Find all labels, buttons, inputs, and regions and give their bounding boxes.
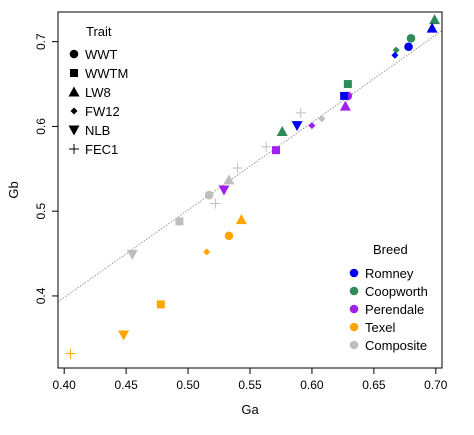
point-perendale-lw8 (339, 100, 351, 111)
trait-legend-marker-fw12 (70, 107, 78, 115)
trait-legend-marker-wwtm (70, 69, 78, 77)
breed-legend: Breed Romney Coopworth Perendale Texel Compo… (349, 242, 428, 353)
point-composite-fec1 (210, 198, 221, 209)
point-romney-wwt (404, 42, 413, 52)
point-composite-fw12 (318, 115, 326, 123)
point-texel-fec1 (65, 348, 76, 359)
breed-legend-label: Perendale (365, 302, 424, 317)
point-texel-wwtm (156, 300, 165, 309)
point-composite-lw8 (223, 174, 235, 185)
y-axis: 0.4 0.5 0.6 0.7 (34, 33, 58, 304)
x-tick-label: 0.55 (238, 378, 262, 392)
point-perendale-fw12 (308, 122, 316, 130)
point-perendale-wwtm (272, 146, 281, 155)
breed-legend-label: Romney (365, 266, 414, 281)
trait-legend-title: Trait (86, 24, 112, 39)
point-coopworth-fw12 (392, 46, 400, 54)
point-coopworth-wwtm (343, 80, 352, 89)
breed-legend-label: Texel (365, 320, 395, 335)
point-texel-nlb (118, 330, 130, 341)
trait-legend-label: WWT (85, 47, 118, 62)
trait-legend-label: FEC1 (85, 142, 118, 157)
breed-legend-marker-composite (349, 340, 359, 350)
point-composite-nlb (126, 249, 138, 260)
y-tick-label: 0.7 (34, 33, 48, 50)
reference-line (57, 30, 443, 303)
point-texel-fw12 (203, 248, 211, 256)
breed-legend-marker-perendale (349, 304, 359, 314)
point-composite-fec1 (232, 162, 243, 173)
breed-legend-marker-texel (349, 322, 359, 332)
x-tick-label: 0.70 (424, 378, 448, 392)
x-tick-label: 0.65 (362, 378, 386, 392)
trait-legend-marker-fec1 (69, 144, 79, 154)
y-axis-label: Gb (6, 181, 21, 198)
data-points-layer (65, 14, 441, 359)
trait-legend: Trait WWT WWTM LW8 FW12 NLB FEC1 (68, 24, 128, 157)
x-tick-label: 0.60 (300, 378, 324, 392)
breed-legend-title: Breed (373, 242, 408, 257)
trait-legend-label: WWTM (85, 66, 128, 81)
breed-legend-label: Coopworth (365, 284, 428, 299)
trait-legend-marker-nlb (68, 125, 80, 136)
point-composite-wwt (204, 190, 214, 200)
point-romney-wwtm (340, 91, 349, 100)
point-coopworth-lw8 (429, 14, 441, 25)
point-composite-fec1 (261, 141, 272, 152)
breed-legend-marker-romney (349, 268, 359, 278)
x-tick-label: 0.40 (53, 378, 77, 392)
trait-legend-label: LW8 (85, 85, 111, 100)
trait-legend-label: FW12 (85, 104, 120, 119)
breed-legend-marker-coopworth (349, 286, 359, 296)
x-axis-label: Ga (241, 402, 259, 417)
point-perendale-nlb (218, 185, 230, 196)
point-coopworth-wwt (406, 33, 416, 43)
point-composite-wwtm (175, 217, 184, 226)
point-romney-fw12 (391, 51, 399, 59)
trait-legend-marker-wwt (69, 49, 79, 59)
x-tick-label: 0.50 (176, 378, 200, 392)
point-romney-nlb (291, 121, 303, 132)
reference-line-layer (57, 30, 443, 303)
point-composite-fec1 (295, 107, 306, 118)
y-tick-label: 0.6 (34, 118, 48, 135)
y-tick-label: 0.4 (34, 287, 48, 304)
x-axis: 0.40 0.45 0.50 0.55 0.60 0.65 0.70 (53, 368, 448, 392)
x-tick-label: 0.45 (114, 378, 138, 392)
point-romney-lw8 (426, 22, 438, 33)
trait-legend-label: NLB (85, 123, 110, 138)
point-coopworth-lw8 (276, 126, 288, 137)
y-tick-label: 0.5 (34, 203, 48, 220)
point-texel-wwt (224, 231, 234, 241)
breed-legend-label: Composite (365, 338, 427, 353)
point-texel-lw8 (235, 214, 247, 225)
trait-legend-marker-lw8 (68, 86, 80, 97)
